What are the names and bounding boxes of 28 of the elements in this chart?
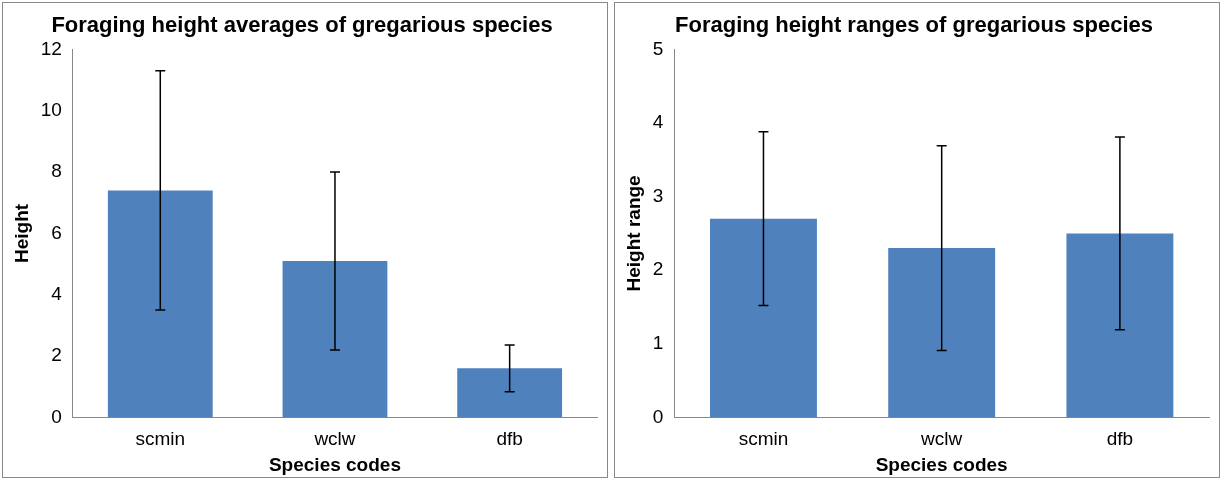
y-tick-label: 0 bbox=[652, 405, 664, 427]
x-tick-label: scmin bbox=[135, 428, 186, 450]
bar bbox=[107, 190, 213, 418]
y-tick-label: 6 bbox=[51, 221, 62, 243]
x-tick-label: wclw bbox=[313, 428, 356, 450]
y-tick-label: 2 bbox=[652, 258, 664, 280]
x-axis-title: Species codes bbox=[875, 453, 1008, 475]
x-tick-label: scmin bbox=[738, 428, 789, 450]
x-tick-label: dfb bbox=[496, 428, 523, 450]
y-axis-title: Height range bbox=[622, 175, 644, 292]
y-tick-label: 5 bbox=[652, 37, 664, 59]
y-tick-label: 1 bbox=[652, 332, 664, 354]
x-tick-label: dfb bbox=[1106, 428, 1134, 450]
bar bbox=[457, 368, 563, 418]
y-tick-label: 4 bbox=[652, 111, 664, 133]
y-axis-title: Height bbox=[10, 203, 32, 263]
y-tick-label: 12 bbox=[40, 37, 62, 59]
chart-title: Foraging height averages of gregarious species bbox=[51, 12, 553, 38]
y-tick-label: 3 bbox=[652, 184, 664, 206]
y-tick-label: 10 bbox=[40, 98, 62, 120]
y-tick-label: 2 bbox=[51, 344, 62, 366]
x-tick-label: wclw bbox=[920, 428, 963, 450]
y-tick-label: 0 bbox=[51, 405, 62, 427]
x-axis-title: Species codes bbox=[268, 453, 401, 475]
bar bbox=[282, 261, 388, 418]
y-tick-label: 4 bbox=[51, 282, 63, 304]
y-tick-label: 8 bbox=[51, 160, 62, 182]
chart-title: Foraging height ranges of gregarious species bbox=[675, 12, 1153, 38]
